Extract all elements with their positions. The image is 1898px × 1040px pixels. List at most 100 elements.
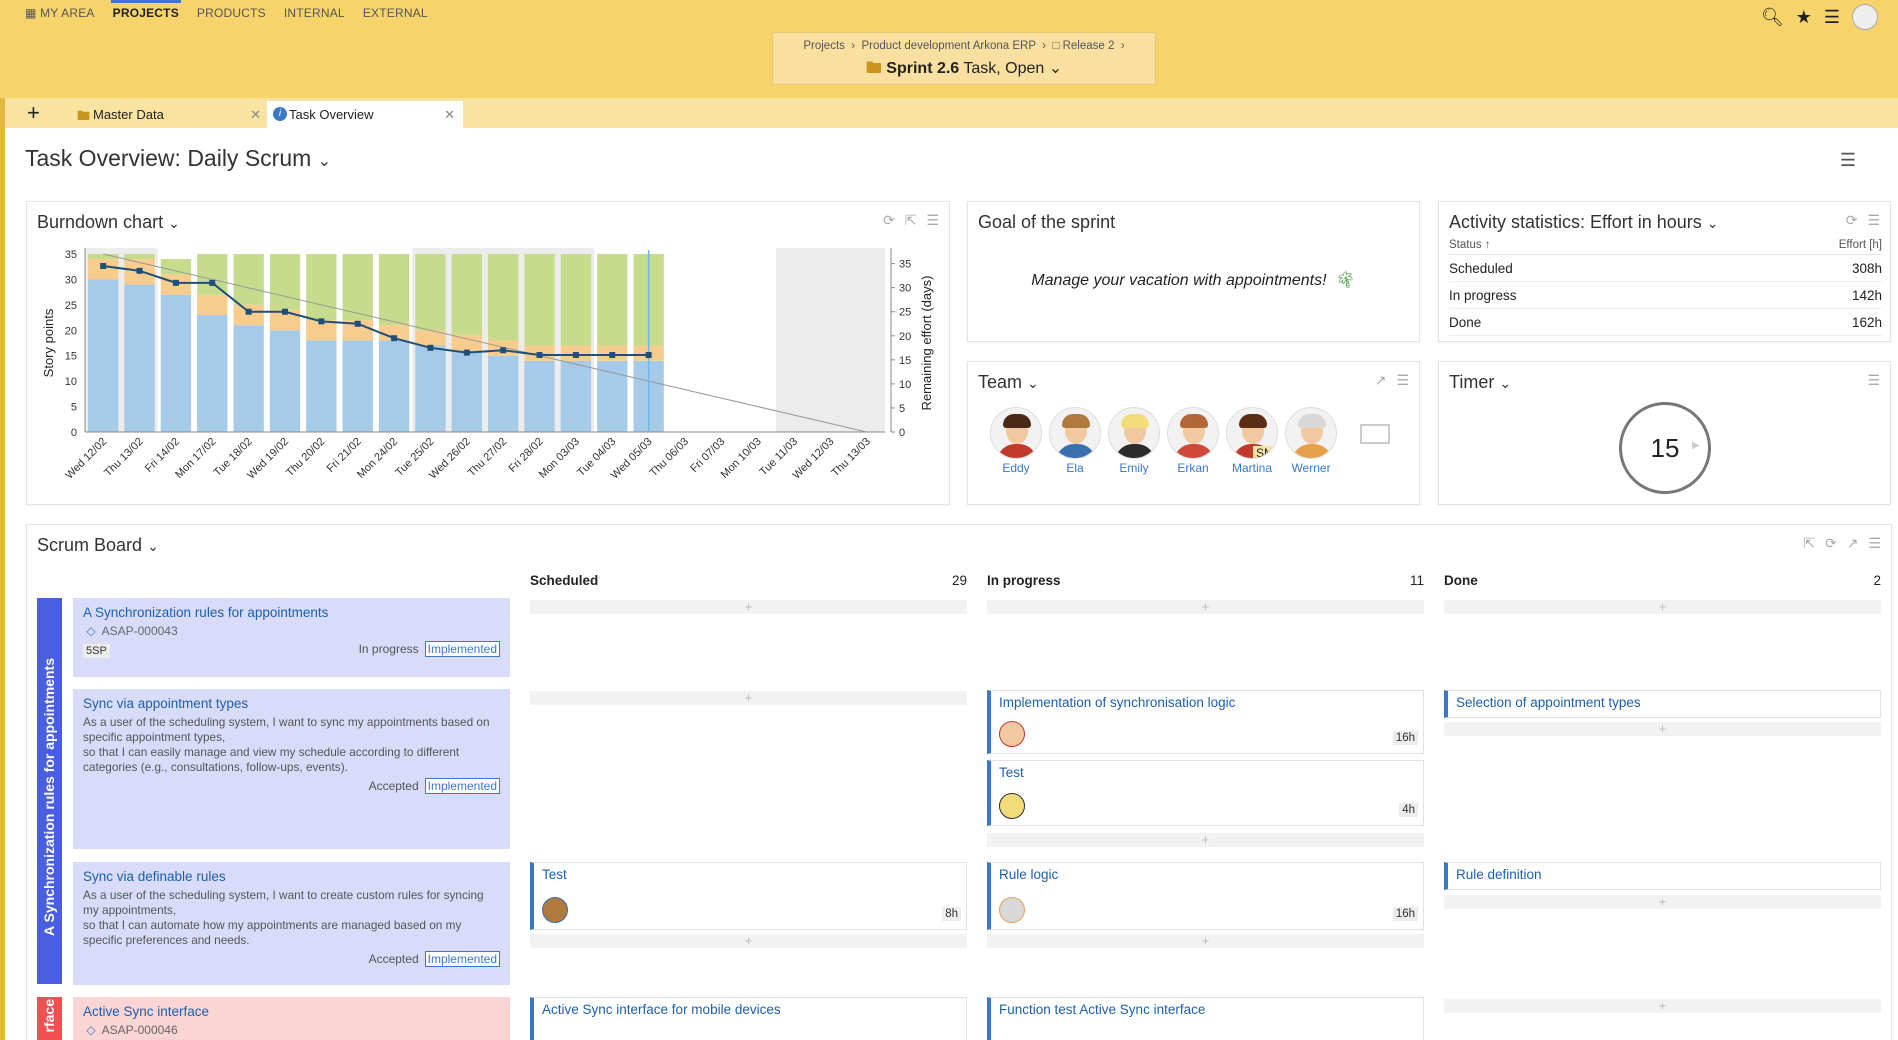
tab-task-overview[interactable]: i Task Overview ✕	[267, 101, 463, 128]
breadcrumb-projects[interactable]: Projects	[803, 40, 845, 52]
task-card[interactable]: Active Sync interface for mobile devices	[530, 997, 967, 1040]
drop-zone[interactable]: +	[987, 600, 1424, 614]
bar-segment	[233, 304, 264, 326]
team-member[interactable]: Eddy	[988, 407, 1044, 475]
nav-products[interactable]: PRODUCTS	[196, 6, 266, 20]
y-tick-label: 10	[65, 376, 77, 388]
stats-title[interactable]: Activity statistics: Effort in hours ⌄	[1449, 212, 1719, 233]
refresh-icon[interactable]: ⟳	[882, 212, 895, 228]
settings-sliders-icon[interactable]: ☰	[926, 212, 939, 228]
task-card[interactable]: Selection of appointment types	[1444, 690, 1881, 718]
drop-zone[interactable]: +	[530, 691, 967, 705]
avatar-body	[1292, 444, 1332, 458]
fullscreen-icon[interactable]	[1360, 424, 1390, 444]
task-title: Test	[542, 867, 567, 882]
story-card[interactable]: Sync via definable rules As a user of th…	[73, 862, 510, 985]
timer-display[interactable]: 15	[1619, 402, 1711, 494]
user-avatar[interactable]	[1852, 4, 1878, 30]
story-title[interactable]: Sync via definable rules	[83, 869, 226, 884]
close-icon[interactable]: ✕	[444, 107, 455, 122]
task-card[interactable]: Rule definition	[1444, 862, 1881, 890]
team-member[interactable]: Ela	[1047, 407, 1103, 475]
x-tick-label: Thu 13/02	[102, 436, 146, 480]
status-column-header[interactable]: Status ↑	[1449, 239, 1491, 251]
hours-badge: 8h	[942, 907, 961, 921]
search-icon[interactable]: 🔍︎	[1760, 6, 1784, 27]
team-member[interactable]: Erkan	[1165, 407, 1221, 475]
effort-point	[209, 279, 216, 286]
star-icon[interactable]: ★	[1795, 6, 1812, 27]
task-card[interactable]: Function test Active Sync interface	[987, 997, 1424, 1040]
story-title[interactable]: Active Sync interface	[83, 1004, 210, 1019]
close-icon[interactable]: ✕	[250, 107, 261, 122]
refresh-icon[interactable]: ⟳	[1824, 535, 1837, 551]
drop-zone[interactable]: +	[530, 934, 967, 948]
diamond-icon: ◇	[86, 624, 96, 638]
story-id-row: ◇ ASAP-000046	[83, 1023, 500, 1037]
nav-external[interactable]: EXTERNAL	[362, 6, 428, 20]
settings-sliders-icon[interactable]: ☰	[1839, 150, 1856, 170]
drop-zone[interactable]: +	[1444, 895, 1881, 909]
drop-zone[interactable]: +	[530, 600, 967, 614]
export-icon[interactable]: ⇱	[904, 212, 917, 228]
bar-segment	[378, 325, 410, 341]
page-title[interactable]: Task Overview: Daily Scrum ⌄	[25, 145, 331, 172]
tab-label: Master Data	[93, 107, 164, 122]
export-icon[interactable]: ⇱	[1803, 535, 1815, 551]
assignee-avatar	[999, 897, 1025, 923]
story-card[interactable]: A Synchronization rules for appointments…	[73, 598, 510, 677]
team-member[interactable]: Werner	[1283, 407, 1339, 475]
sprint-selector[interactable]: 🖿︎ Sprint 2.6 Task, Open ⌄	[773, 57, 1155, 84]
tab-master-data[interactable]: 🖿︎ Master Data ✕	[71, 101, 269, 128]
external-link-icon[interactable]: ↗	[1374, 372, 1387, 388]
assignee-avatar	[999, 793, 1025, 819]
drop-zone[interactable]: +	[1444, 600, 1881, 614]
drop-zone[interactable]: +	[1444, 722, 1881, 736]
settings-sliders-icon[interactable]: ☰	[1396, 372, 1409, 388]
breadcrumb-product[interactable]: Product development Arkona ERP	[861, 40, 1036, 52]
story-card[interactable]: Sync via appointment types As a user of …	[73, 689, 510, 849]
nav-my-area[interactable]: ▦ MY AREA	[25, 6, 95, 20]
drop-zone[interactable]: +	[987, 833, 1424, 847]
refresh-icon[interactable]: ⟳	[1845, 212, 1858, 228]
story-title[interactable]: A Synchronization rules for appointments	[83, 605, 329, 620]
y-axis-label: Story points	[41, 308, 56, 377]
y2-tick-label: 20	[899, 331, 911, 343]
settings-sliders-icon[interactable]: ☰	[1867, 372, 1880, 388]
settings-sliders-icon[interactable]: ☰	[1868, 535, 1881, 551]
external-link-icon[interactable]: ↗	[1846, 535, 1859, 551]
breadcrumb-release[interactable]: Release 2	[1062, 40, 1115, 52]
nav-internal[interactable]: INTERNAL	[283, 6, 345, 20]
task-card[interactable]: Test 8h	[530, 862, 967, 930]
member-avatar	[1285, 407, 1337, 459]
scrum-board-title[interactable]: Scrum Board ⌄	[37, 535, 159, 556]
diamond-icon: ◇	[86, 1023, 96, 1037]
burndown-title[interactable]: Burndown chart ⌄	[37, 212, 180, 233]
drop-zone[interactable]: +	[987, 934, 1424, 948]
story-id: ASAP-000046	[101, 1023, 178, 1037]
team-member[interactable]: SM Martina	[1224, 407, 1280, 475]
play-icon[interactable]: ▶	[1692, 440, 1700, 451]
timer-title[interactable]: Timer ⌄	[1449, 372, 1511, 393]
effort-point	[572, 352, 579, 359]
drop-zone[interactable]: +	[1444, 999, 1881, 1013]
stats-status: Done	[1449, 315, 1482, 330]
menu-icon[interactable]: ☰	[1823, 6, 1840, 27]
nav-projects[interactable]: PROJECTS	[110, 0, 182, 20]
task-card[interactable]: Rule logic 16h	[987, 862, 1424, 930]
bar-segment	[197, 254, 228, 295]
team-member[interactable]: Emily	[1106, 407, 1162, 475]
story-title[interactable]: Sync via appointment types	[83, 696, 249, 711]
team-title[interactable]: Team ⌄	[978, 372, 1039, 393]
effort-column-header[interactable]: Effort [h]	[1838, 239, 1882, 251]
bar-segment	[88, 259, 119, 280]
task-card[interactable]: Implementation of synchronisation logic …	[987, 690, 1424, 754]
add-tab-button[interactable]: +	[27, 100, 40, 125]
avatar-hair	[1121, 414, 1149, 428]
settings-sliders-icon[interactable]: ☰	[1867, 212, 1880, 228]
task-card[interactable]: Test 4h	[987, 760, 1424, 826]
story-card[interactable]: Active Sync interface ◇ ASAP-000046	[73, 997, 510, 1040]
bar-segment	[197, 294, 228, 316]
bar-segment	[415, 345, 446, 432]
top-actions: 🔍︎ ★ ☰	[1761, 4, 1878, 30]
